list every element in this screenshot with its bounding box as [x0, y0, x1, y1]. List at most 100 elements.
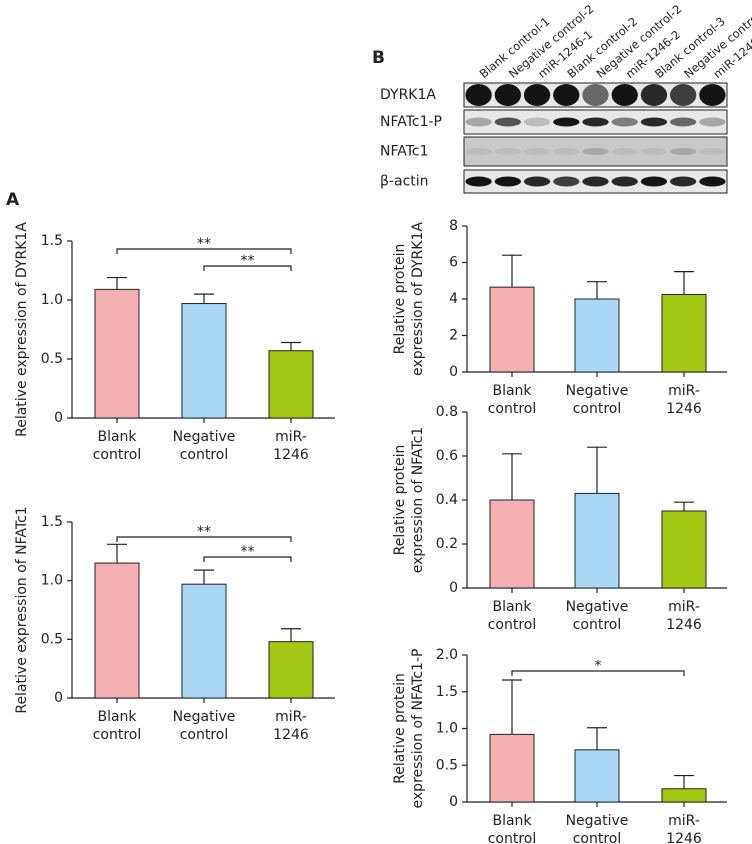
y-tick-label: 1.0: [436, 721, 458, 737]
bar: [574, 749, 620, 803]
y-tick-label: 0.6: [436, 448, 458, 464]
y-tick-label: 4: [449, 291, 458, 307]
significance-bracket: [203, 556, 292, 562]
bar: [268, 350, 314, 419]
bar: [489, 733, 535, 803]
bar: [268, 641, 314, 699]
y-axis-label: expression of DYRK1A: [410, 222, 426, 376]
blot-band: [465, 117, 492, 127]
x-tick-label: control: [180, 727, 229, 743]
blot-row-label: NFATc1: [380, 144, 429, 160]
blot-band: [553, 176, 580, 187]
x-tick-label: miR-: [275, 709, 307, 725]
y-axis-label: Relative protein: [392, 673, 408, 784]
significance-label: **: [197, 524, 211, 540]
bar: [94, 562, 140, 699]
x-tick-label: Negative: [566, 383, 629, 399]
y-tick-label: 0.8: [436, 404, 458, 420]
x-tick-label: Negative: [173, 429, 236, 445]
y-tick-label: 1.5: [436, 684, 458, 700]
y-axis-label: Relative expression of DYRK1A: [14, 222, 30, 437]
x-tick-label: control: [573, 617, 622, 633]
blot-band: [494, 148, 521, 155]
blot-row-label: β-actin: [380, 174, 429, 190]
x-tick-label: miR-: [275, 429, 307, 445]
y-axis-label: expression of NFATc1-P: [410, 649, 426, 809]
blot-band: [465, 176, 492, 187]
y-axis-label: Relative protein: [392, 445, 408, 556]
x-tick-label: control: [573, 831, 622, 844]
blot-band: [494, 84, 521, 106]
y-tick-label: 1.0: [41, 292, 63, 308]
panel-label: B: [372, 48, 385, 68]
blot-band: [582, 117, 609, 127]
blot-band: [640, 117, 668, 127]
y-tick-label: 2.0: [436, 647, 458, 663]
y-tick-label: 2: [449, 328, 458, 344]
x-tick-label: miR-: [668, 813, 700, 829]
bar: [489, 286, 535, 373]
y-tick-label: 0: [449, 794, 458, 810]
y-tick-label: 0.2: [436, 536, 458, 552]
x-tick-label: Negative: [566, 599, 629, 615]
x-tick-label: 1246: [666, 617, 702, 633]
blot-band: [465, 84, 492, 106]
blot-band: [523, 148, 551, 155]
bar: [181, 303, 227, 419]
bar: [489, 499, 535, 589]
x-tick-label: Blank: [97, 709, 137, 725]
significance-bracket: [203, 265, 292, 271]
y-axis-label: Relative protein: [392, 244, 408, 355]
x-tick-label: control: [93, 727, 142, 743]
blot-band: [553, 148, 580, 155]
x-tick-label: Blank: [97, 429, 137, 445]
y-tick-label: 0: [449, 364, 458, 380]
significance-bracket: [116, 536, 292, 542]
x-tick-label: Blank: [492, 813, 532, 829]
blot-row-label: NFATc1-P: [380, 114, 442, 130]
x-tick-label: Blank: [492, 383, 532, 399]
blot-band: [611, 84, 638, 106]
significance-bracket: [511, 670, 685, 676]
bar: [94, 288, 140, 419]
y-tick-label: 0: [54, 410, 63, 426]
y-tick-label: 0.4: [436, 492, 458, 508]
significance-label: *: [595, 658, 602, 674]
panel-label: A: [6, 190, 20, 210]
bar: [661, 510, 707, 589]
blot-band: [670, 117, 697, 127]
blot-band: [523, 117, 551, 127]
blot-band: [611, 176, 638, 187]
y-tick-label: 1.5: [41, 233, 63, 249]
y-tick-label: 0.5: [41, 631, 63, 647]
blot-band: [699, 117, 726, 127]
blot-band: [640, 84, 668, 106]
blot-band: [611, 117, 638, 127]
significance-bracket: [116, 248, 292, 254]
significance-label: **: [241, 544, 255, 560]
blot-band: [523, 84, 551, 106]
x-tick-label: control: [488, 617, 537, 633]
x-tick-label: control: [488, 831, 537, 844]
blot-band: [611, 148, 638, 155]
x-tick-label: Blank: [492, 599, 532, 615]
y-tick-label: 0.5: [41, 351, 63, 367]
blot-band: [699, 84, 726, 106]
x-tick-label: control: [488, 401, 537, 417]
x-tick-label: Negative: [566, 813, 629, 829]
x-tick-label: 1246: [273, 727, 309, 743]
blot-band: [670, 176, 697, 187]
blot-row-label: DYRK1A: [380, 87, 436, 103]
blot-band: [699, 148, 726, 155]
blot-band: [582, 84, 609, 106]
y-tick-label: 0.5: [436, 757, 458, 773]
blot-band: [465, 148, 492, 155]
x-tick-label: 1246: [273, 447, 309, 463]
bar: [574, 492, 620, 589]
x-tick-label: control: [93, 447, 142, 463]
x-tick-label: control: [180, 447, 229, 463]
x-tick-label: 1246: [666, 401, 702, 417]
y-tick-label: 1.0: [41, 573, 63, 589]
bar: [574, 298, 620, 373]
bar: [661, 293, 707, 373]
